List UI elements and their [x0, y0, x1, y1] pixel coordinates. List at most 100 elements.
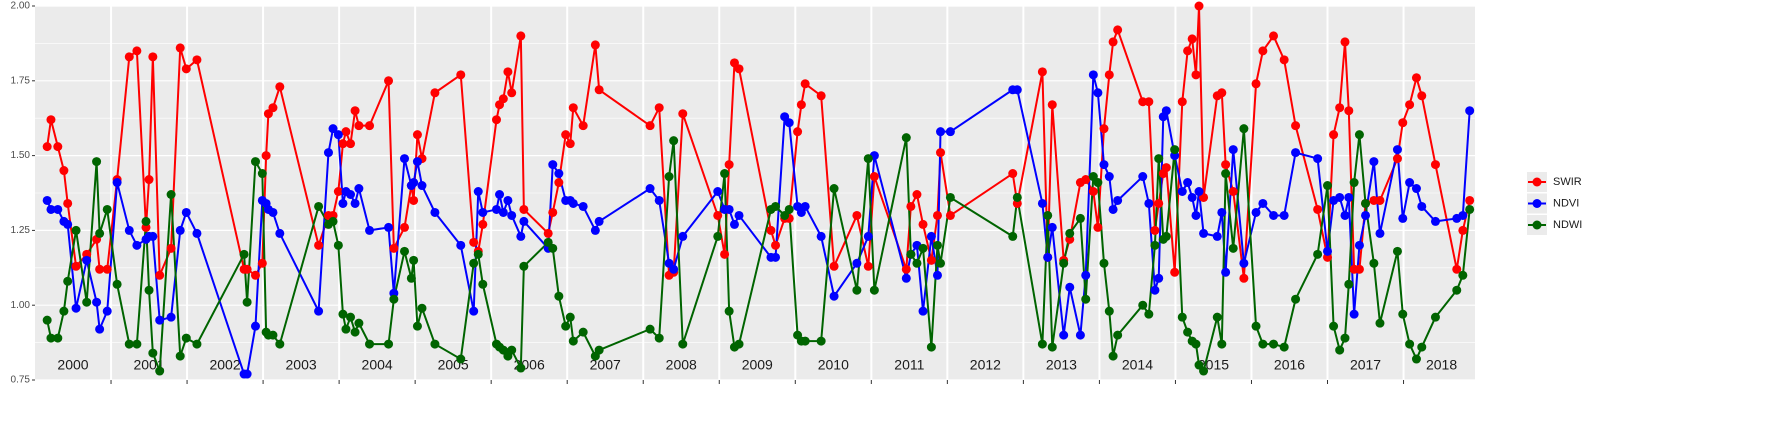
point	[1239, 258, 1249, 268]
point	[734, 210, 744, 220]
point	[1221, 160, 1231, 170]
point	[724, 306, 734, 316]
point	[155, 270, 165, 280]
point	[578, 327, 588, 337]
point	[59, 306, 69, 316]
point	[503, 195, 513, 205]
point	[1313, 204, 1323, 214]
point	[384, 76, 394, 86]
point	[678, 109, 688, 119]
point	[503, 67, 513, 77]
point	[166, 312, 176, 322]
point	[148, 348, 158, 358]
point	[346, 312, 356, 322]
point	[1177, 312, 1187, 322]
point	[1349, 309, 1359, 319]
point	[1150, 240, 1160, 250]
point	[346, 189, 356, 199]
point	[829, 261, 839, 271]
point	[912, 189, 922, 199]
point	[275, 339, 285, 349]
point	[906, 201, 916, 211]
point	[1430, 160, 1440, 170]
point	[1375, 195, 1385, 205]
point	[1075, 213, 1085, 223]
point	[548, 160, 558, 170]
point	[1354, 130, 1364, 140]
point	[1335, 192, 1345, 202]
point	[92, 297, 102, 307]
point	[71, 303, 81, 313]
point	[945, 192, 955, 202]
point	[645, 184, 655, 194]
point	[1452, 264, 1462, 274]
point	[314, 201, 324, 211]
point	[430, 207, 440, 217]
point	[945, 210, 955, 220]
point	[132, 339, 142, 349]
point	[1150, 285, 1160, 295]
point	[565, 139, 575, 149]
point	[1144, 198, 1154, 208]
y-tick-label: 1.00	[11, 300, 31, 311]
point	[796, 100, 806, 110]
point	[863, 261, 873, 271]
point	[192, 228, 202, 238]
point	[1113, 195, 1123, 205]
point	[1088, 187, 1098, 197]
point	[1369, 157, 1379, 167]
point	[852, 258, 862, 268]
year-label: 2012	[970, 357, 1001, 373]
point	[816, 91, 826, 101]
point	[1012, 192, 1022, 202]
point	[669, 264, 679, 274]
point	[71, 225, 81, 235]
point	[1323, 181, 1333, 191]
year-label: 2011	[894, 357, 924, 373]
point	[469, 237, 479, 247]
point	[1093, 88, 1103, 98]
point	[1059, 258, 1069, 268]
point	[275, 228, 285, 238]
point	[507, 210, 517, 220]
point	[1335, 103, 1345, 113]
point	[1258, 46, 1268, 56]
point	[71, 261, 81, 271]
point	[341, 127, 351, 137]
point	[491, 204, 501, 214]
point	[918, 219, 928, 229]
point	[491, 115, 501, 125]
point	[314, 306, 324, 316]
point	[713, 187, 723, 197]
point	[1065, 282, 1075, 292]
point	[1047, 100, 1057, 110]
point	[478, 219, 488, 229]
point	[1313, 154, 1323, 164]
point	[1344, 192, 1354, 202]
point	[1465, 204, 1475, 214]
point	[350, 106, 360, 116]
point	[1354, 240, 1364, 250]
point	[1154, 273, 1164, 283]
point	[1313, 249, 1323, 259]
point	[412, 321, 422, 331]
point	[1221, 267, 1231, 277]
point	[1183, 46, 1193, 56]
point	[1458, 225, 1468, 235]
point	[333, 130, 343, 140]
point	[568, 198, 578, 208]
point	[800, 79, 810, 89]
point	[314, 240, 324, 250]
point	[1144, 309, 1154, 319]
point	[1037, 198, 1047, 208]
point	[469, 306, 479, 316]
point	[1008, 231, 1018, 241]
point	[1405, 339, 1415, 349]
point	[906, 249, 916, 259]
point	[724, 204, 734, 214]
point	[1138, 300, 1148, 310]
point	[945, 127, 955, 137]
point	[1458, 210, 1468, 220]
point	[1161, 163, 1171, 173]
point	[590, 225, 600, 235]
